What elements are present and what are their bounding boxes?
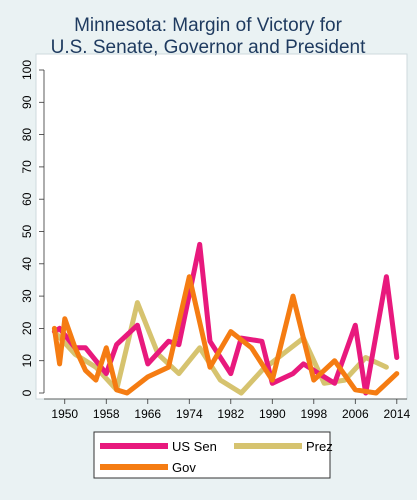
legend: US Sen Prez Gov — [93, 431, 333, 479]
x-tick-label: 1966 — [134, 407, 161, 421]
y-tick-label: 70 — [20, 160, 34, 174]
chart-title-line-2: U.S. Senate, Governor and President — [51, 37, 366, 58]
x-tick-label: 1950 — [51, 407, 78, 421]
x-tick-label: 1958 — [93, 407, 120, 421]
series-line-us-sen — [51, 241, 400, 396]
y-tick-label: 50 — [20, 225, 34, 239]
legend-label-prez: Prez — [306, 439, 333, 454]
legend-box — [93, 431, 331, 479]
y-tick-label: 20 — [20, 321, 34, 335]
y-tick-label: 0 — [20, 389, 34, 396]
x-tick-label: 1974 — [176, 407, 203, 421]
y-tick-label: 10 — [20, 354, 34, 368]
y-tick-label: 90 — [20, 95, 34, 109]
y-tick-label: 100 — [20, 60, 34, 80]
legend-label-us-sen: US Sen — [172, 439, 217, 454]
legend-label-gov: Gov — [172, 460, 196, 475]
plot-area-border — [35, 53, 408, 400]
x-tick-label: 1982 — [217, 407, 244, 421]
y-tick-label: 40 — [20, 257, 34, 271]
x-axis-ticks: 1950 1958 1966 1974 1982 1990 1998 2006 2014 — [51, 399, 410, 421]
y-tick-label: 30 — [20, 289, 34, 303]
y-tick-label: 80 — [20, 128, 34, 142]
x-tick-label: 1990 — [259, 407, 286, 421]
y-axis-ticks: 0 10 20 30 40 50 60 70 80 90 100 — [20, 60, 44, 396]
y-tick-label: 60 — [20, 192, 34, 206]
x-tick-label: 2014 — [383, 407, 410, 421]
x-tick-label: 1998 — [300, 407, 327, 421]
chart-title-line-1: Minnesota: Margin of Victory for — [74, 15, 343, 36]
x-tick-label: 2006 — [342, 407, 369, 421]
series-line-gov — [51, 274, 400, 396]
series-lines — [51, 241, 400, 396]
